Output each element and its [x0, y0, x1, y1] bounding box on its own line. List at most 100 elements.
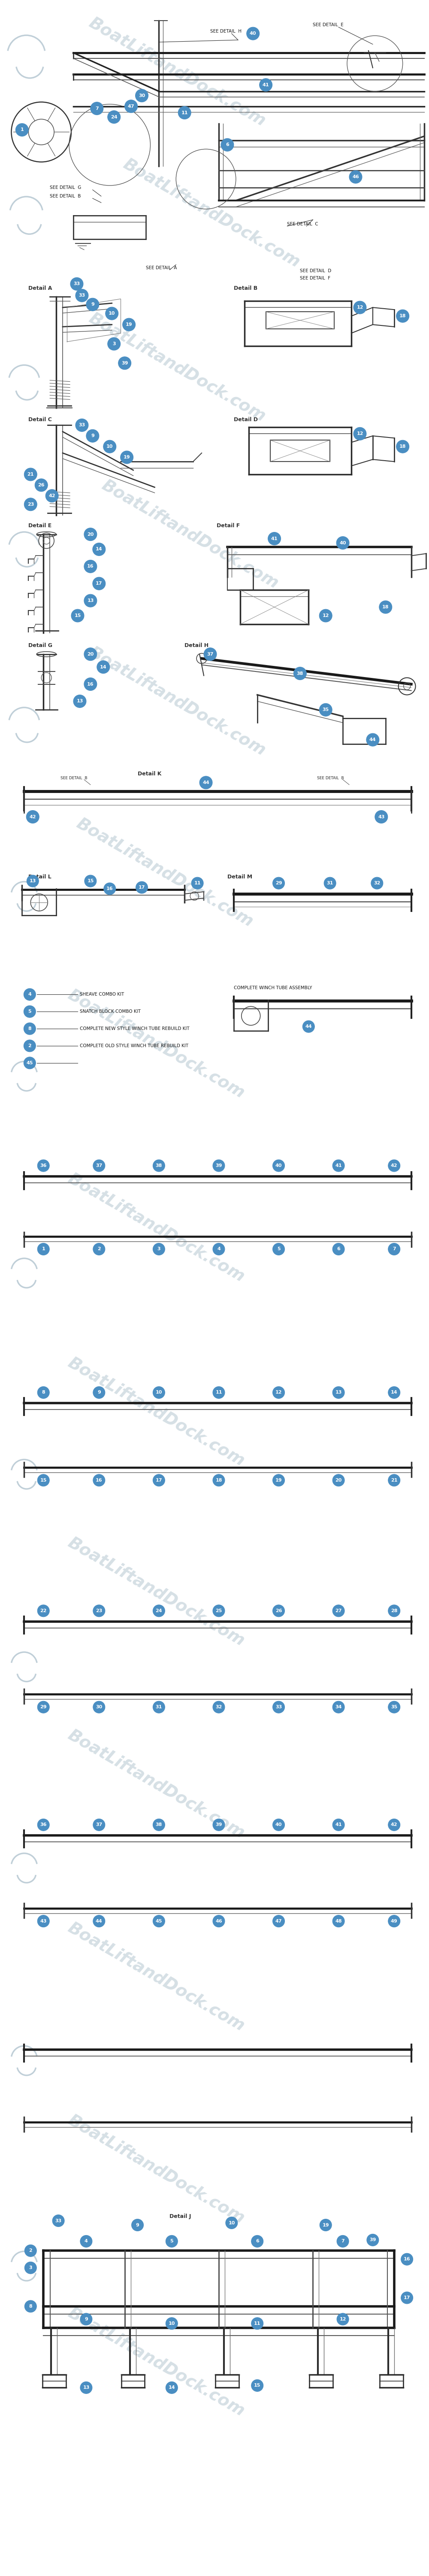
Circle shape: [37, 1244, 49, 1255]
Circle shape: [86, 430, 99, 443]
Text: 10: 10: [109, 312, 115, 317]
Text: 32: 32: [215, 1705, 222, 1710]
Text: 11: 11: [194, 881, 201, 886]
Circle shape: [273, 1605, 284, 1618]
Text: 18: 18: [382, 605, 389, 611]
Text: 29: 29: [40, 1705, 47, 1710]
Circle shape: [251, 2380, 263, 2391]
Text: 30: 30: [139, 93, 145, 98]
Text: 31: 31: [326, 881, 333, 886]
Text: 12: 12: [322, 613, 329, 618]
Circle shape: [388, 1386, 400, 1399]
Text: 34: 34: [335, 1705, 342, 1710]
Text: 13: 13: [335, 1391, 342, 1394]
Text: 16: 16: [404, 2257, 410, 2262]
Circle shape: [273, 1914, 284, 1927]
Circle shape: [388, 1605, 400, 1618]
Text: BoatLiftandDock.com: BoatLiftandDock.com: [86, 644, 269, 760]
Text: 33: 33: [73, 281, 80, 286]
Circle shape: [71, 611, 84, 621]
Text: 46: 46: [352, 175, 359, 180]
Circle shape: [24, 469, 37, 482]
Text: 20: 20: [87, 652, 94, 657]
Text: 42: 42: [391, 1824, 398, 1826]
Circle shape: [153, 1605, 165, 1618]
Circle shape: [388, 1914, 400, 1927]
Circle shape: [24, 2244, 36, 2257]
Circle shape: [37, 1914, 49, 1927]
Text: 40: 40: [339, 541, 346, 546]
Text: 32: 32: [374, 881, 381, 886]
Circle shape: [366, 734, 379, 747]
Text: 43: 43: [378, 814, 385, 819]
Circle shape: [388, 1819, 400, 1832]
Circle shape: [371, 878, 383, 889]
Circle shape: [35, 479, 48, 492]
Circle shape: [45, 489, 58, 502]
Circle shape: [93, 577, 106, 590]
Text: SEE DETAIL  B: SEE DETAIL B: [50, 193, 81, 198]
Text: 23: 23: [27, 502, 34, 507]
Circle shape: [273, 1159, 284, 1172]
Circle shape: [379, 600, 392, 613]
Circle shape: [37, 1386, 49, 1399]
Text: 4: 4: [217, 1247, 221, 1252]
Text: 44: 44: [96, 1919, 103, 1924]
Text: 24: 24: [111, 116, 118, 118]
Circle shape: [273, 1473, 284, 1486]
Text: 2: 2: [29, 2249, 32, 2254]
Circle shape: [93, 1605, 105, 1618]
Circle shape: [353, 301, 366, 314]
Circle shape: [388, 1244, 400, 1255]
Text: 26: 26: [38, 482, 45, 487]
Circle shape: [388, 1159, 400, 1172]
Text: 5: 5: [170, 2239, 173, 2244]
Text: 39: 39: [121, 361, 128, 366]
Text: 3: 3: [157, 1247, 160, 1252]
Circle shape: [26, 811, 39, 824]
Circle shape: [401, 2254, 413, 2264]
Text: 37: 37: [207, 652, 214, 657]
Circle shape: [93, 1700, 105, 1713]
Circle shape: [121, 451, 133, 464]
Text: 13: 13: [76, 698, 83, 703]
Text: 47: 47: [128, 103, 134, 108]
Text: BoatLiftandDock.com: BoatLiftandDock.com: [65, 1919, 248, 2035]
Text: BoatLiftandDock.com: BoatLiftandDock.com: [86, 15, 269, 129]
Circle shape: [213, 1819, 225, 1832]
Circle shape: [73, 696, 86, 708]
Text: 45: 45: [27, 1061, 33, 1064]
Text: 8: 8: [28, 1028, 31, 1030]
Circle shape: [178, 106, 191, 118]
Text: 18: 18: [399, 446, 406, 448]
Circle shape: [136, 881, 148, 894]
Text: 28: 28: [391, 1607, 397, 1613]
Text: SEE DETAIL  B: SEE DETAIL B: [317, 775, 344, 781]
Circle shape: [251, 2236, 263, 2246]
Circle shape: [388, 1700, 400, 1713]
Text: 17: 17: [404, 2295, 410, 2300]
Text: 38: 38: [156, 1824, 162, 1826]
Circle shape: [85, 876, 97, 886]
Circle shape: [93, 1914, 105, 1927]
Circle shape: [153, 1914, 165, 1927]
Circle shape: [24, 1023, 36, 1036]
Circle shape: [24, 989, 36, 999]
Text: 13: 13: [30, 878, 36, 884]
Circle shape: [93, 1473, 105, 1486]
Circle shape: [213, 1914, 225, 1927]
Circle shape: [24, 1041, 36, 1051]
Circle shape: [93, 544, 106, 556]
Circle shape: [37, 1473, 49, 1486]
Text: Detail E: Detail E: [28, 523, 52, 528]
Text: 16: 16: [87, 564, 94, 569]
Circle shape: [104, 884, 116, 894]
Text: 3: 3: [112, 343, 116, 345]
Circle shape: [153, 1700, 165, 1713]
Text: 38: 38: [297, 672, 303, 675]
Text: 10: 10: [228, 2221, 235, 2226]
Circle shape: [251, 2318, 263, 2329]
Circle shape: [349, 170, 362, 183]
Text: 3: 3: [29, 2267, 32, 2269]
Circle shape: [293, 667, 306, 680]
